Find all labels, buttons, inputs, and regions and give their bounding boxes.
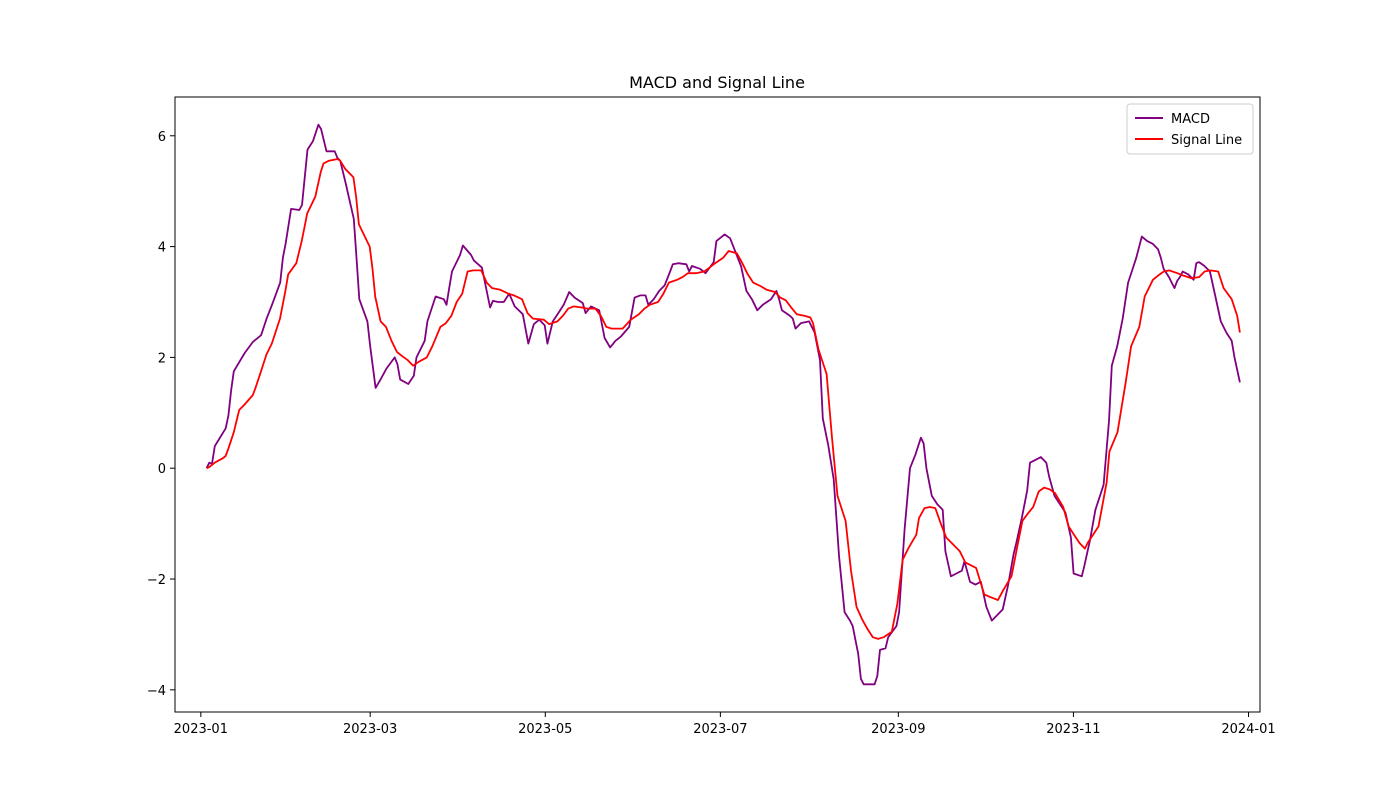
- y-tick-label: −4: [147, 684, 166, 699]
- x-tick-label: 2024-01: [1221, 722, 1275, 737]
- x-tick-label: 2023-09: [871, 722, 925, 737]
- legend-label: Signal Line: [1171, 133, 1242, 148]
- x-tick-label: 2023-05: [518, 722, 572, 737]
- y-tick-label: 4: [158, 241, 166, 256]
- x-tick-label: 2023-03: [343, 722, 397, 737]
- legend-box: [1126, 103, 1254, 155]
- plot-frame: [174, 96, 1261, 713]
- y-tick-label: 2: [158, 351, 166, 366]
- legend: MACD Signal Line: [1126, 103, 1254, 155]
- series-line-0: [205, 123, 1241, 686]
- y-tick-label: −2: [147, 573, 166, 588]
- x-axis: 2023-01 2023-03 2023-05 2023-07 2023-09 2023-…: [174, 712, 1276, 737]
- y-tick-label: 0: [158, 462, 166, 477]
- x-tick-label: 2023-07: [693, 722, 747, 737]
- y-axis: −4 −2 0 2 4 6: [147, 130, 175, 699]
- chart-title: MACD and Signal Line: [629, 73, 805, 92]
- series-line-1: [206, 158, 1241, 640]
- plot-lines: [205, 123, 1241, 686]
- x-tick-label: 2023-01: [174, 722, 228, 737]
- y-tick-label: 6: [158, 130, 166, 145]
- x-tick-label: 2023-11: [1046, 722, 1100, 737]
- legend-label: MACD: [1171, 112, 1210, 127]
